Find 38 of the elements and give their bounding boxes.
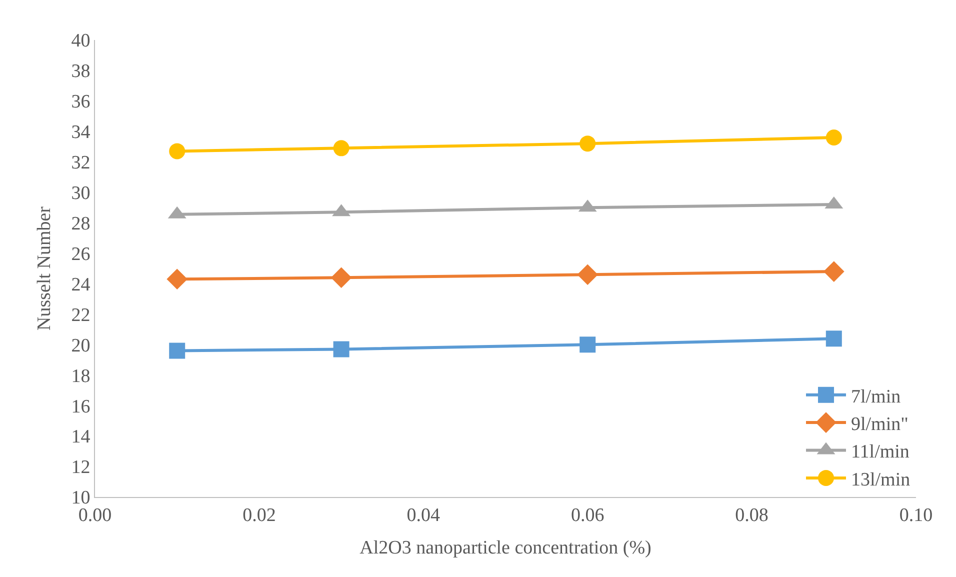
x-tick-label: 0.06: [570, 504, 604, 526]
legend-label: 11l/min: [851, 442, 910, 463]
y-tick-label: 24: [71, 274, 91, 296]
point: [826, 129, 842, 146]
y-tick-label: 22: [71, 304, 90, 326]
y-tick-label: 32: [71, 152, 90, 174]
x-tick-label: 0.04: [406, 504, 441, 526]
x-tick-label: 0.02: [242, 504, 276, 526]
point: [826, 330, 842, 347]
y-tick-label: 20: [71, 335, 90, 356]
point: [333, 341, 350, 358]
point: [824, 261, 844, 282]
y-axis-title: Nusselt Number: [34, 206, 56, 331]
x-tick-label: 0.08: [735, 504, 768, 526]
point: [169, 143, 186, 160]
y-tick-label: 36: [71, 92, 90, 113]
y-tick-label: 38: [71, 61, 90, 82]
point: [169, 342, 186, 359]
y-tick-label: 16: [71, 396, 90, 418]
point: [333, 140, 350, 156]
legend-label: 9l/min": [851, 414, 908, 435]
y-tick-label: 34: [71, 122, 91, 144]
point: [580, 136, 596, 152]
legend-label: 7l/min: [851, 386, 902, 408]
y-tick-label: 26: [71, 244, 90, 265]
x-axis-title: Al2O3 nanoparticle concentration (%): [360, 538, 652, 559]
y-tick-label: 12: [71, 457, 90, 478]
y-tick-label: 40: [71, 30, 90, 52]
x-tick-label: 0.10: [899, 504, 933, 526]
point: [330, 267, 352, 288]
legend-label: 13l/min: [851, 469, 911, 490]
y-tick-label: 18: [71, 366, 90, 387]
y-tick-label: 28: [71, 213, 90, 234]
y-tick-label: 30: [71, 182, 90, 204]
y-tick-label: 14: [71, 426, 91, 448]
point: [577, 264, 598, 285]
point: [166, 268, 188, 290]
point: [580, 336, 596, 353]
